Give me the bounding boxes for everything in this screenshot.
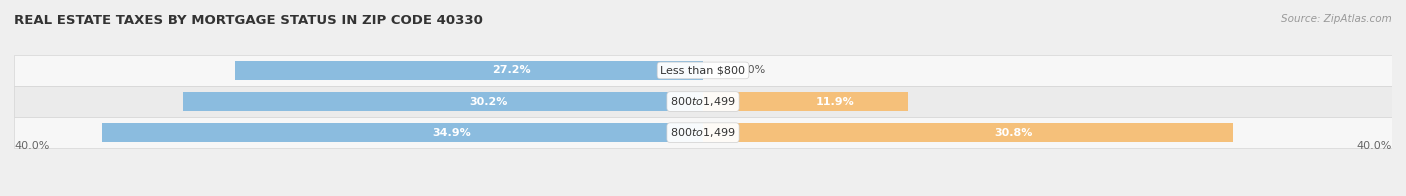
- Bar: [101, 123, 703, 142]
- Bar: [14, 117, 1392, 148]
- Text: Less than $800: Less than $800: [661, 65, 745, 75]
- Text: $800 to $1,499: $800 to $1,499: [671, 95, 735, 108]
- Text: 27.2%: 27.2%: [492, 65, 531, 75]
- Bar: [235, 61, 703, 80]
- Bar: [14, 86, 1392, 117]
- Text: 30.2%: 30.2%: [470, 97, 508, 107]
- Bar: [703, 92, 908, 111]
- Bar: [703, 123, 1233, 142]
- Text: 34.9%: 34.9%: [433, 128, 471, 138]
- Text: 40.0%: 40.0%: [1357, 141, 1392, 151]
- Bar: [183, 92, 703, 111]
- Text: $800 to $1,499: $800 to $1,499: [671, 126, 735, 139]
- Text: REAL ESTATE TAXES BY MORTGAGE STATUS IN ZIP CODE 40330: REAL ESTATE TAXES BY MORTGAGE STATUS IN …: [14, 14, 482, 27]
- Bar: [14, 55, 1392, 86]
- Text: 30.8%: 30.8%: [995, 128, 1033, 138]
- Text: 11.9%: 11.9%: [815, 97, 855, 107]
- Text: 40.0%: 40.0%: [14, 141, 49, 151]
- Text: 0.0%: 0.0%: [738, 65, 766, 75]
- Text: Source: ZipAtlas.com: Source: ZipAtlas.com: [1281, 14, 1392, 24]
